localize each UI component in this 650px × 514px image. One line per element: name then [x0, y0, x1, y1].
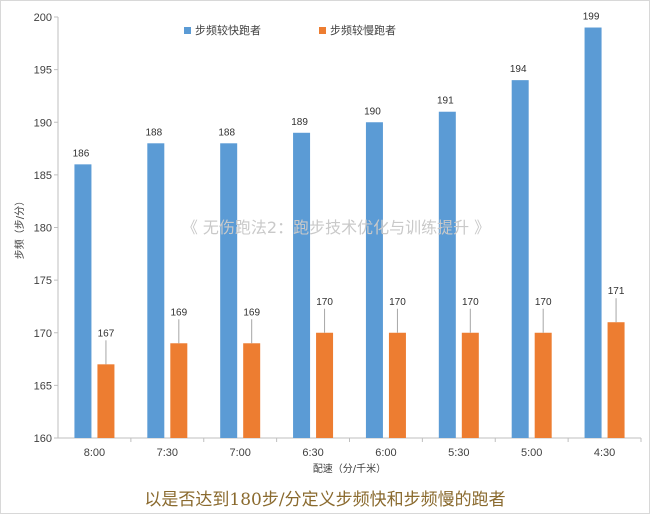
x-axis-title: 配速（分/千米）: [313, 462, 386, 475]
x-tick-label: 6:30: [302, 447, 323, 459]
y-tick-label: 185: [34, 170, 52, 182]
y-tick-label: 180: [34, 223, 52, 235]
data-label-fast: 194: [510, 64, 527, 75]
x-tick-label: 6:00: [375, 447, 396, 459]
y-tick-label: 160: [34, 433, 52, 445]
data-label-fast: 188: [145, 127, 162, 138]
data-label-slow: 169: [243, 307, 260, 318]
bar-slow: [316, 332, 334, 438]
legend-label: 步频较快跑者: [195, 23, 261, 37]
data-label-slow: 170: [462, 297, 479, 308]
bar-fast: [511, 80, 529, 439]
bar-slow: [243, 343, 261, 438]
y-tick-label: 165: [34, 380, 52, 392]
data-label-slow: 170: [316, 297, 333, 308]
data-label-slow: 169: [170, 307, 187, 318]
x-tick-label: 8:00: [84, 447, 105, 459]
bar-fast: [438, 111, 456, 438]
data-label-fast: 188: [218, 127, 235, 138]
x-tick-label: 7:30: [157, 447, 178, 459]
bar-fast: [147, 143, 165, 439]
data-label-fast: 191: [437, 96, 454, 107]
y-tick-label: 195: [34, 65, 52, 77]
x-tick-label: 5:00: [521, 447, 542, 459]
data-label-slow: 170: [389, 297, 406, 308]
legend-swatch: [184, 27, 191, 34]
data-label-fast: 189: [291, 117, 308, 128]
bar-fast: [584, 27, 602, 439]
bar-slow: [534, 332, 552, 438]
y-axis-title: 步频（步/分）: [13, 196, 26, 259]
y-tick-label: 200: [34, 12, 52, 24]
data-label-slow: 170: [535, 297, 552, 308]
bar-slow: [461, 332, 479, 438]
data-label-slow: 167: [98, 328, 115, 339]
bar-slow: [388, 332, 406, 438]
y-tick-label: 170: [34, 328, 52, 340]
legend-swatch: [319, 27, 326, 34]
bar-slow: [170, 343, 188, 438]
bar-slow: [607, 322, 625, 438]
bar-chart: 160 165 170 175 180 185 190 195 200 8:00 186 167 7:3…: [13, 12, 642, 475]
y-tick-label: 175: [34, 275, 52, 287]
bar-fast: [74, 164, 92, 438]
data-label-slow: 171: [608, 286, 625, 297]
watermark: 《 无伤跑法2：跑步技术优化与训练提升 》: [182, 218, 490, 237]
data-label-fast: 190: [364, 106, 381, 117]
legend-label: 步频较慢跑者: [330, 23, 396, 37]
data-label-fast: 199: [583, 12, 600, 23]
y-tick-label: 190: [34, 117, 52, 129]
bar-fast: [365, 122, 383, 438]
figure-caption: 以是否达到180步/分定义步频快和步频慢的跑者: [144, 490, 506, 510]
x-tick-label: 5:30: [448, 447, 469, 459]
data-label-fast: 186: [73, 148, 90, 159]
x-tick-label: 4:30: [594, 447, 615, 459]
bar-fast: [220, 143, 238, 439]
bar-fast: [293, 132, 311, 438]
bar-slow: [97, 364, 115, 438]
x-tick-label: 7:00: [229, 447, 250, 459]
